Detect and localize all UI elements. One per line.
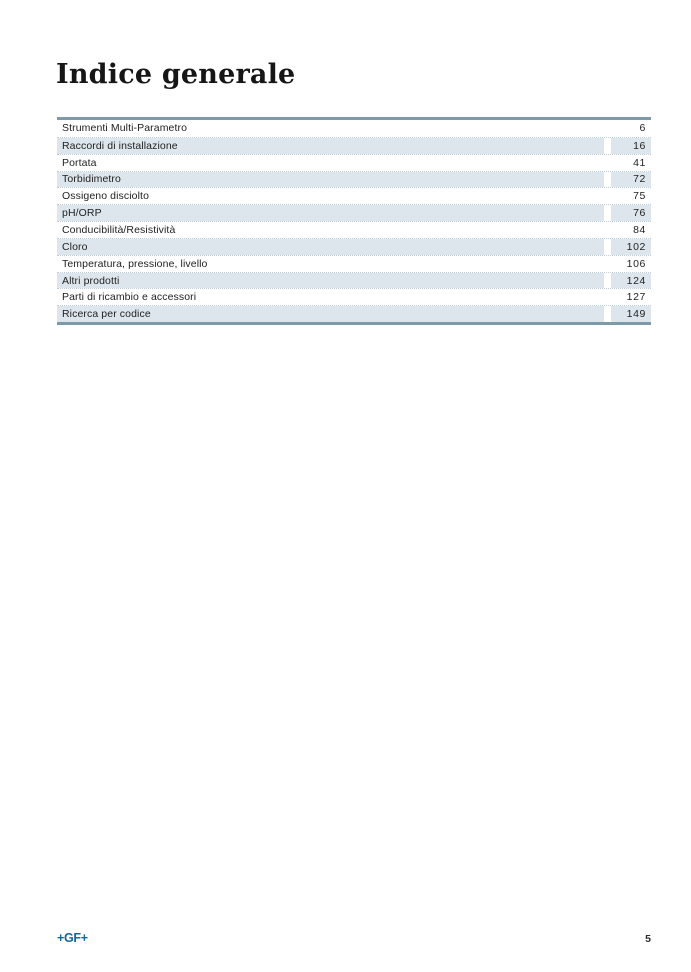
toc-entry-label: Portata <box>62 156 97 169</box>
toc-row[interactable]: Strumenti Multi-Parametro 6 <box>57 120 651 137</box>
toc-row[interactable]: Ossigeno disciolto 75 <box>57 187 651 204</box>
toc-row[interactable]: Cloro 102 <box>57 237 651 255</box>
toc-row[interactable]: Portata 41 <box>57 153 651 171</box>
toc-entry-label: Torbidimetro <box>57 171 604 188</box>
toc-entry-page-number: 106 <box>626 257 646 270</box>
toc-entry-page-number: 84 <box>633 223 646 236</box>
toc-row[interactable]: Torbidimetro 72 <box>57 170 651 188</box>
toc-entry-page-number: 6 <box>639 122 646 135</box>
toc-entry-page-number: 102 <box>611 238 651 255</box>
toc-entry-page-number: 127 <box>626 291 646 304</box>
page-title: Indice generale <box>56 59 296 91</box>
toc-entry-page-number: 124 <box>611 272 651 289</box>
toc-entry-label: Temperatura, pressione, livello <box>62 257 208 270</box>
toc-entry-page-number: 149 <box>611 306 651 323</box>
toc-entry-label: Ricerca per codice <box>57 306 604 323</box>
toc-row[interactable]: Ricerca per codice 149 <box>57 305 651 323</box>
toc-entry-label: Altri prodotti <box>57 272 604 289</box>
toc-row[interactable]: Temperatura, pressione, livello 106 <box>57 254 651 272</box>
toc-entry-label: Raccordi di installazione <box>57 137 604 154</box>
toc-row[interactable]: pH/ORP 76 <box>57 204 651 222</box>
toc-entry-label: pH/ORP <box>57 205 604 222</box>
toc-row[interactable]: Altri prodotti 124 <box>57 271 651 289</box>
toc-entry-label: Conducibilità/Resistività <box>62 223 176 236</box>
toc-entry-label: Parti di ricambio e accessori <box>62 291 197 304</box>
toc-entry-label: Strumenti Multi-Parametro <box>62 122 188 135</box>
toc-entry-page-number: 41 <box>633 156 646 169</box>
toc-entry-label: Cloro <box>57 238 604 255</box>
toc-entry-page-number: 76 <box>611 205 651 222</box>
page-number: 5 <box>645 933 651 945</box>
toc-row[interactable]: Conducibilità/Resistività 84 <box>57 221 651 238</box>
gf-logo: +GF+ <box>57 931 88 945</box>
toc-entry-page-number: 72 <box>611 171 651 188</box>
toc-row[interactable]: Raccordi di installazione 16 <box>57 136 651 154</box>
toc-entry-page-number: 16 <box>611 137 651 154</box>
toc-table: Strumenti Multi-Parametro 6 Raccordi di … <box>57 117 651 326</box>
toc-entry-page-number: 75 <box>633 190 646 203</box>
toc-entry-label: Ossigeno disciolto <box>62 190 150 203</box>
toc-row[interactable]: Parti di ricambio e accessori 127 <box>57 288 651 305</box>
